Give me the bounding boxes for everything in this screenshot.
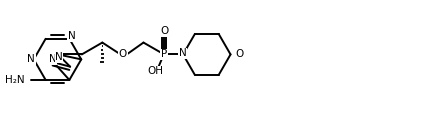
Text: H₂N: H₂N [5, 75, 25, 85]
Text: O: O [160, 26, 168, 36]
Text: N: N [28, 54, 35, 64]
Text: N: N [68, 31, 76, 41]
Text: OH: OH [148, 66, 163, 76]
Text: O: O [235, 49, 244, 59]
Text: O: O [119, 49, 127, 59]
Text: N: N [179, 49, 187, 59]
Text: N: N [49, 54, 57, 65]
Text: N: N [55, 52, 63, 62]
Text: P: P [161, 49, 167, 59]
